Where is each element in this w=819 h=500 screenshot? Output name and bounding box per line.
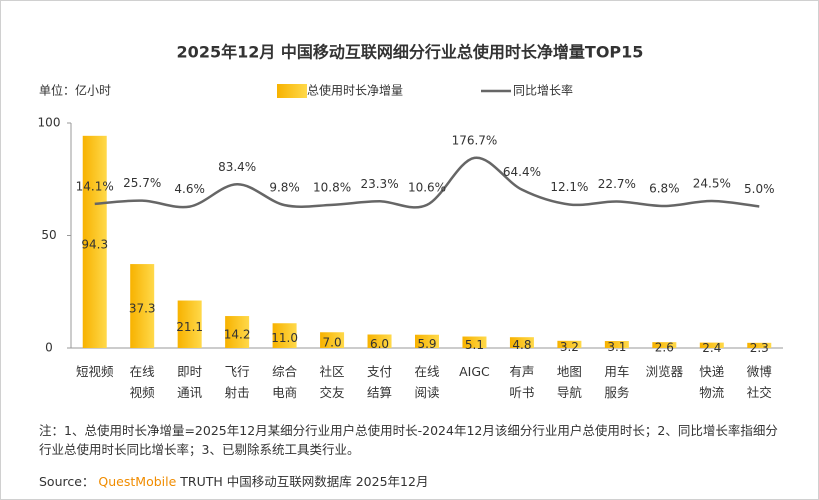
legend-label: 总使用时长净增量 (307, 83, 403, 98)
chart-title: 2025年12月 中国移动互联网细分行业总使用时长净增量TOP15 (177, 43, 644, 62)
bar (699, 342, 724, 348)
bar (509, 337, 534, 348)
source-label: Source： (39, 474, 95, 489)
bar-value-label: 3.2 (560, 340, 579, 354)
x-tick-label: 在线 视频 (129, 364, 155, 400)
x-tick-label: 综合 电商 (272, 364, 298, 400)
y-tick-label: 0 (45, 341, 53, 355)
bar-value-label: 5.9 (417, 337, 436, 351)
bar-value-label: 37.3 (129, 302, 156, 316)
x-tick-label: 地图 导航 (556, 364, 582, 400)
x-tick-label: 用车 服务 (604, 364, 630, 400)
bar (604, 341, 629, 348)
y-tick-label: 50 (41, 228, 56, 242)
x-tick-label: AIGC (459, 364, 490, 379)
line-value-label: 25.7% (123, 176, 161, 190)
bar (652, 342, 677, 348)
source: Source： QuestMobile TRUTH 中国移动互联网数据库 202… (39, 471, 428, 490)
bar-value-label: 7.0 (323, 336, 342, 350)
line-value-label: 6.8% (649, 181, 680, 195)
legend-label: 同比增长率 (513, 83, 573, 98)
line-value-label: 83.4% (218, 160, 256, 174)
bar-value-label: 21.1 (176, 320, 203, 334)
bar-value-label: 2.3 (750, 341, 769, 355)
note: 注：1、总使用时长净增量=2025年12月某细分行业用户总使用时长-2024年1… (39, 423, 778, 457)
bar-value-label: 3.1 (607, 340, 626, 354)
line-value-label: 10.8% (313, 180, 351, 194)
bar (557, 340, 582, 348)
bar (415, 334, 439, 348)
bar (320, 332, 345, 348)
bar-value-label: 2.6 (655, 341, 674, 355)
line-value-label: 9.8% (269, 181, 300, 195)
bar (82, 135, 107, 348)
x-tick-label: 快递 物流 (699, 364, 725, 400)
bar-value-label: 94.3 (81, 237, 108, 251)
line-value-label: 24.5% (693, 176, 731, 190)
bar-value-label: 11.0 (271, 331, 298, 345)
line (94, 156, 760, 209)
bar-value-label: 6.0 (370, 337, 389, 351)
x-tick-label: 浏览器 (645, 364, 684, 379)
x-tick-label: 即时 通讯 (177, 364, 203, 400)
line-value-label: 23.3% (360, 177, 398, 191)
source-brand: QuestMobile (98, 474, 177, 489)
x-tick-label: 在线 阅读 (414, 364, 440, 400)
unit-label: 单位：亿小时 (39, 83, 111, 98)
bar (130, 264, 155, 348)
bar (177, 300, 202, 348)
y-tick-label: 100 (38, 116, 61, 130)
line-value-label: 5.0% (744, 182, 775, 196)
line-value-label: 64.4% (503, 165, 541, 179)
x-tick-label: 短视频 (75, 364, 114, 379)
bar (272, 323, 297, 348)
source-text: TRUTH 中国移动互联网数据库 2025年12月 (180, 474, 429, 489)
bar (367, 334, 392, 348)
bar-value-label: 14.2 (224, 328, 251, 342)
x-tick-label: 微博 社交 (746, 364, 772, 400)
line-value-label: 176.7% (452, 133, 498, 147)
line-value-label: 12.1% (550, 180, 588, 194)
bar-value-label: 5.1 (465, 338, 484, 352)
bar-value-label: 4.8 (512, 338, 531, 352)
bar-value-label: 2.4 (702, 341, 721, 355)
x-tick-label: 飞行 射击 (224, 364, 250, 400)
legend-swatch (277, 84, 307, 98)
x-tick-label: 有声 听书 (509, 364, 535, 400)
bar (225, 316, 250, 348)
bar (747, 342, 772, 348)
bar (462, 336, 487, 348)
line-value-label: 10.6% (408, 180, 446, 194)
line-value-label: 22.7% (598, 177, 636, 191)
x-tick-label: 支付 结算 (367, 364, 393, 400)
x-tick-label: 社区 交友 (319, 364, 345, 400)
line-value-label: 4.6% (174, 182, 205, 196)
line-value-label: 14.1% (76, 179, 114, 193)
